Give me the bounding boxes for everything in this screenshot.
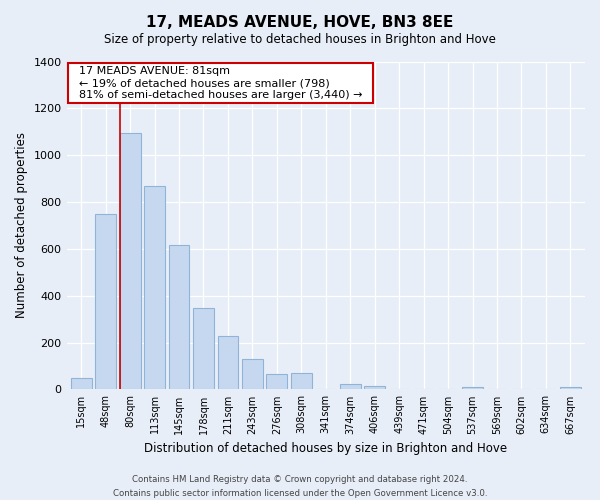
Text: Size of property relative to detached houses in Brighton and Hove: Size of property relative to detached ho… [104, 32, 496, 46]
Text: Contains HM Land Registry data © Crown copyright and database right 2024.
Contai: Contains HM Land Registry data © Crown c… [113, 476, 487, 498]
Y-axis label: Number of detached properties: Number of detached properties [15, 132, 28, 318]
Bar [95, 214, 116, 390]
Bar [462, 387, 483, 390]
Bar [120, 133, 140, 390]
Bar [242, 359, 263, 390]
Bar [71, 378, 92, 390]
Text: 17, MEADS AVENUE, HOVE, BN3 8EE: 17, MEADS AVENUE, HOVE, BN3 8EE [146, 15, 454, 30]
Bar [193, 308, 214, 390]
Bar [266, 374, 287, 390]
Bar [291, 373, 312, 390]
Text: 17 MEADS AVENUE: 81sqm
  ← 19% of detached houses are smaller (798)
  81% of sem: 17 MEADS AVENUE: 81sqm ← 19% of detached… [72, 66, 369, 100]
Bar [364, 386, 385, 390]
Bar [169, 246, 190, 390]
Bar [218, 336, 238, 390]
Bar [340, 384, 361, 390]
X-axis label: Distribution of detached houses by size in Brighton and Hove: Distribution of detached houses by size … [144, 442, 508, 455]
Bar [144, 186, 165, 390]
Bar [560, 387, 581, 390]
